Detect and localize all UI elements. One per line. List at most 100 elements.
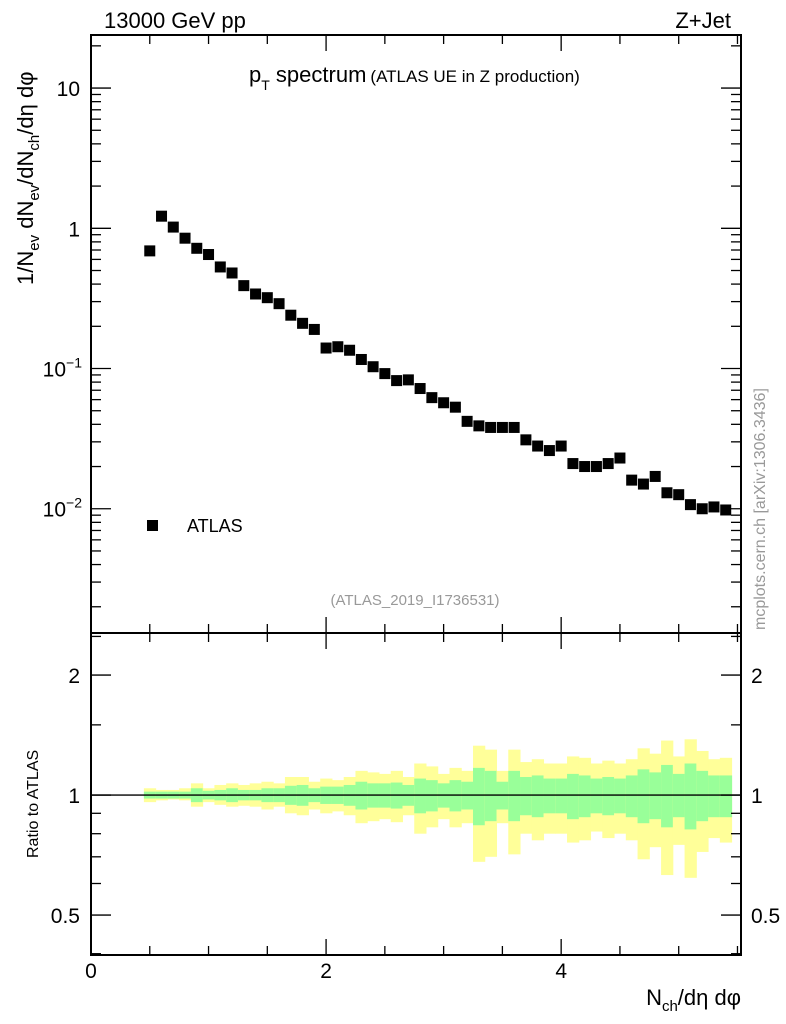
inner-band-bin — [425, 780, 439, 812]
data-point — [179, 232, 191, 244]
data-point — [449, 401, 461, 413]
inner-band-bin — [414, 778, 427, 814]
inner-band-bin — [684, 763, 697, 830]
data-point — [156, 210, 168, 222]
data-point — [614, 452, 626, 464]
watermark: mcplots.cern.ch [arXiv:1306.3436] — [752, 388, 769, 630]
data-point — [508, 421, 520, 433]
y-tick-label: 10 — [57, 78, 80, 101]
x-tick-label: 4 — [555, 960, 567, 983]
data-point — [191, 242, 203, 254]
data-point — [297, 317, 309, 329]
data-point — [637, 478, 649, 490]
main-frame — [90, 34, 742, 634]
data-point — [438, 397, 450, 409]
ratio-y-tick-label-right: 0.5 — [751, 905, 780, 928]
data-point — [203, 249, 215, 261]
data-points — [144, 210, 732, 516]
data-point — [250, 288, 262, 300]
data-point — [696, 503, 708, 515]
data-point — [555, 440, 567, 452]
tick-base: 10 — [43, 359, 66, 382]
inner-band-bin — [625, 775, 639, 818]
y-tick-label: 1 — [68, 218, 80, 241]
data-point — [379, 368, 391, 380]
data-point — [167, 221, 179, 233]
data-point — [285, 309, 297, 321]
tick-exponent: −1 — [66, 355, 82, 371]
legend-label: ATLAS — [187, 516, 243, 536]
data-point — [402, 374, 414, 386]
inner-band-bin — [473, 767, 486, 826]
legend-marker — [147, 520, 158, 531]
ratio-y-tick-label-right: 2 — [751, 665, 763, 688]
data-point — [144, 245, 156, 257]
data-point — [720, 504, 732, 516]
tick-base: 10 — [57, 78, 80, 101]
inner-band-bin — [484, 770, 498, 822]
data-point — [461, 415, 473, 427]
label-part: ev — [26, 184, 43, 200]
label-part: /dη dφ — [678, 985, 741, 1010]
data-point — [344, 344, 356, 356]
label-part: N — [646, 985, 662, 1010]
x-tick-label: 0 — [85, 960, 97, 983]
y-tick-label: 10−1 — [43, 355, 83, 382]
inner-band-bin — [719, 775, 733, 818]
inner-band-bin — [614, 778, 627, 814]
process-label: Z+Jet — [675, 8, 731, 33]
data-point — [602, 458, 614, 470]
data-point — [355, 353, 367, 365]
data-point — [567, 458, 579, 470]
label-part: 1/N — [13, 251, 38, 285]
inner-band-bin — [578, 775, 592, 818]
data-point — [214, 261, 226, 273]
inner-band-bin — [508, 770, 521, 822]
data-point — [391, 375, 403, 387]
ratio-y-tick-label: 1 — [68, 785, 80, 808]
inner-band-bin — [531, 775, 545, 818]
inner-band-bin — [637, 769, 650, 824]
energy-label: 13000 GeV pp — [104, 8, 246, 33]
y-tick-label: 10−2 — [43, 495, 83, 522]
label-part: dN — [13, 201, 38, 235]
data-point — [320, 342, 332, 354]
data-point — [367, 361, 379, 373]
tick-exponent: −2 — [66, 495, 82, 511]
data-point — [532, 440, 544, 452]
data-point — [261, 292, 273, 304]
x-tick-label: 2 — [320, 960, 332, 983]
label-part: /dN — [13, 151, 38, 185]
ratio-frame — [90, 632, 742, 956]
inner-band-bin — [449, 780, 462, 812]
label-part: ch — [662, 998, 678, 1015]
tick-base: 1 — [68, 218, 80, 241]
data-point — [426, 392, 438, 404]
inner-band-bin — [520, 776, 533, 816]
data-point — [485, 421, 497, 433]
analysis-id: (ATLAS_2019_I1736531) — [330, 592, 499, 609]
data-point — [590, 461, 602, 473]
data-point — [273, 298, 285, 310]
inner-band-bin — [590, 778, 603, 814]
y-axis-label: 1/Nev dNev/dNch/dη dφ — [13, 72, 43, 285]
data-point — [473, 420, 485, 432]
data-point — [238, 280, 250, 292]
data-point — [673, 489, 685, 501]
data-point — [414, 383, 426, 395]
tick-base: 10 — [43, 499, 66, 522]
data-point — [520, 434, 532, 446]
label-part: ev — [26, 234, 43, 250]
inner-band-bin — [555, 778, 568, 814]
data-point — [626, 474, 638, 486]
inner-band-bin — [602, 776, 615, 816]
data-point — [332, 341, 344, 353]
data-point — [543, 445, 555, 457]
inner-band-bin — [543, 778, 556, 814]
data-point — [226, 267, 238, 279]
ratio-y-tick-label: 2 — [68, 665, 80, 688]
inner-band-bin — [567, 773, 580, 820]
inner-band-bin — [649, 772, 662, 820]
x-axis-label: Nch/dη dφ — [646, 985, 741, 1015]
